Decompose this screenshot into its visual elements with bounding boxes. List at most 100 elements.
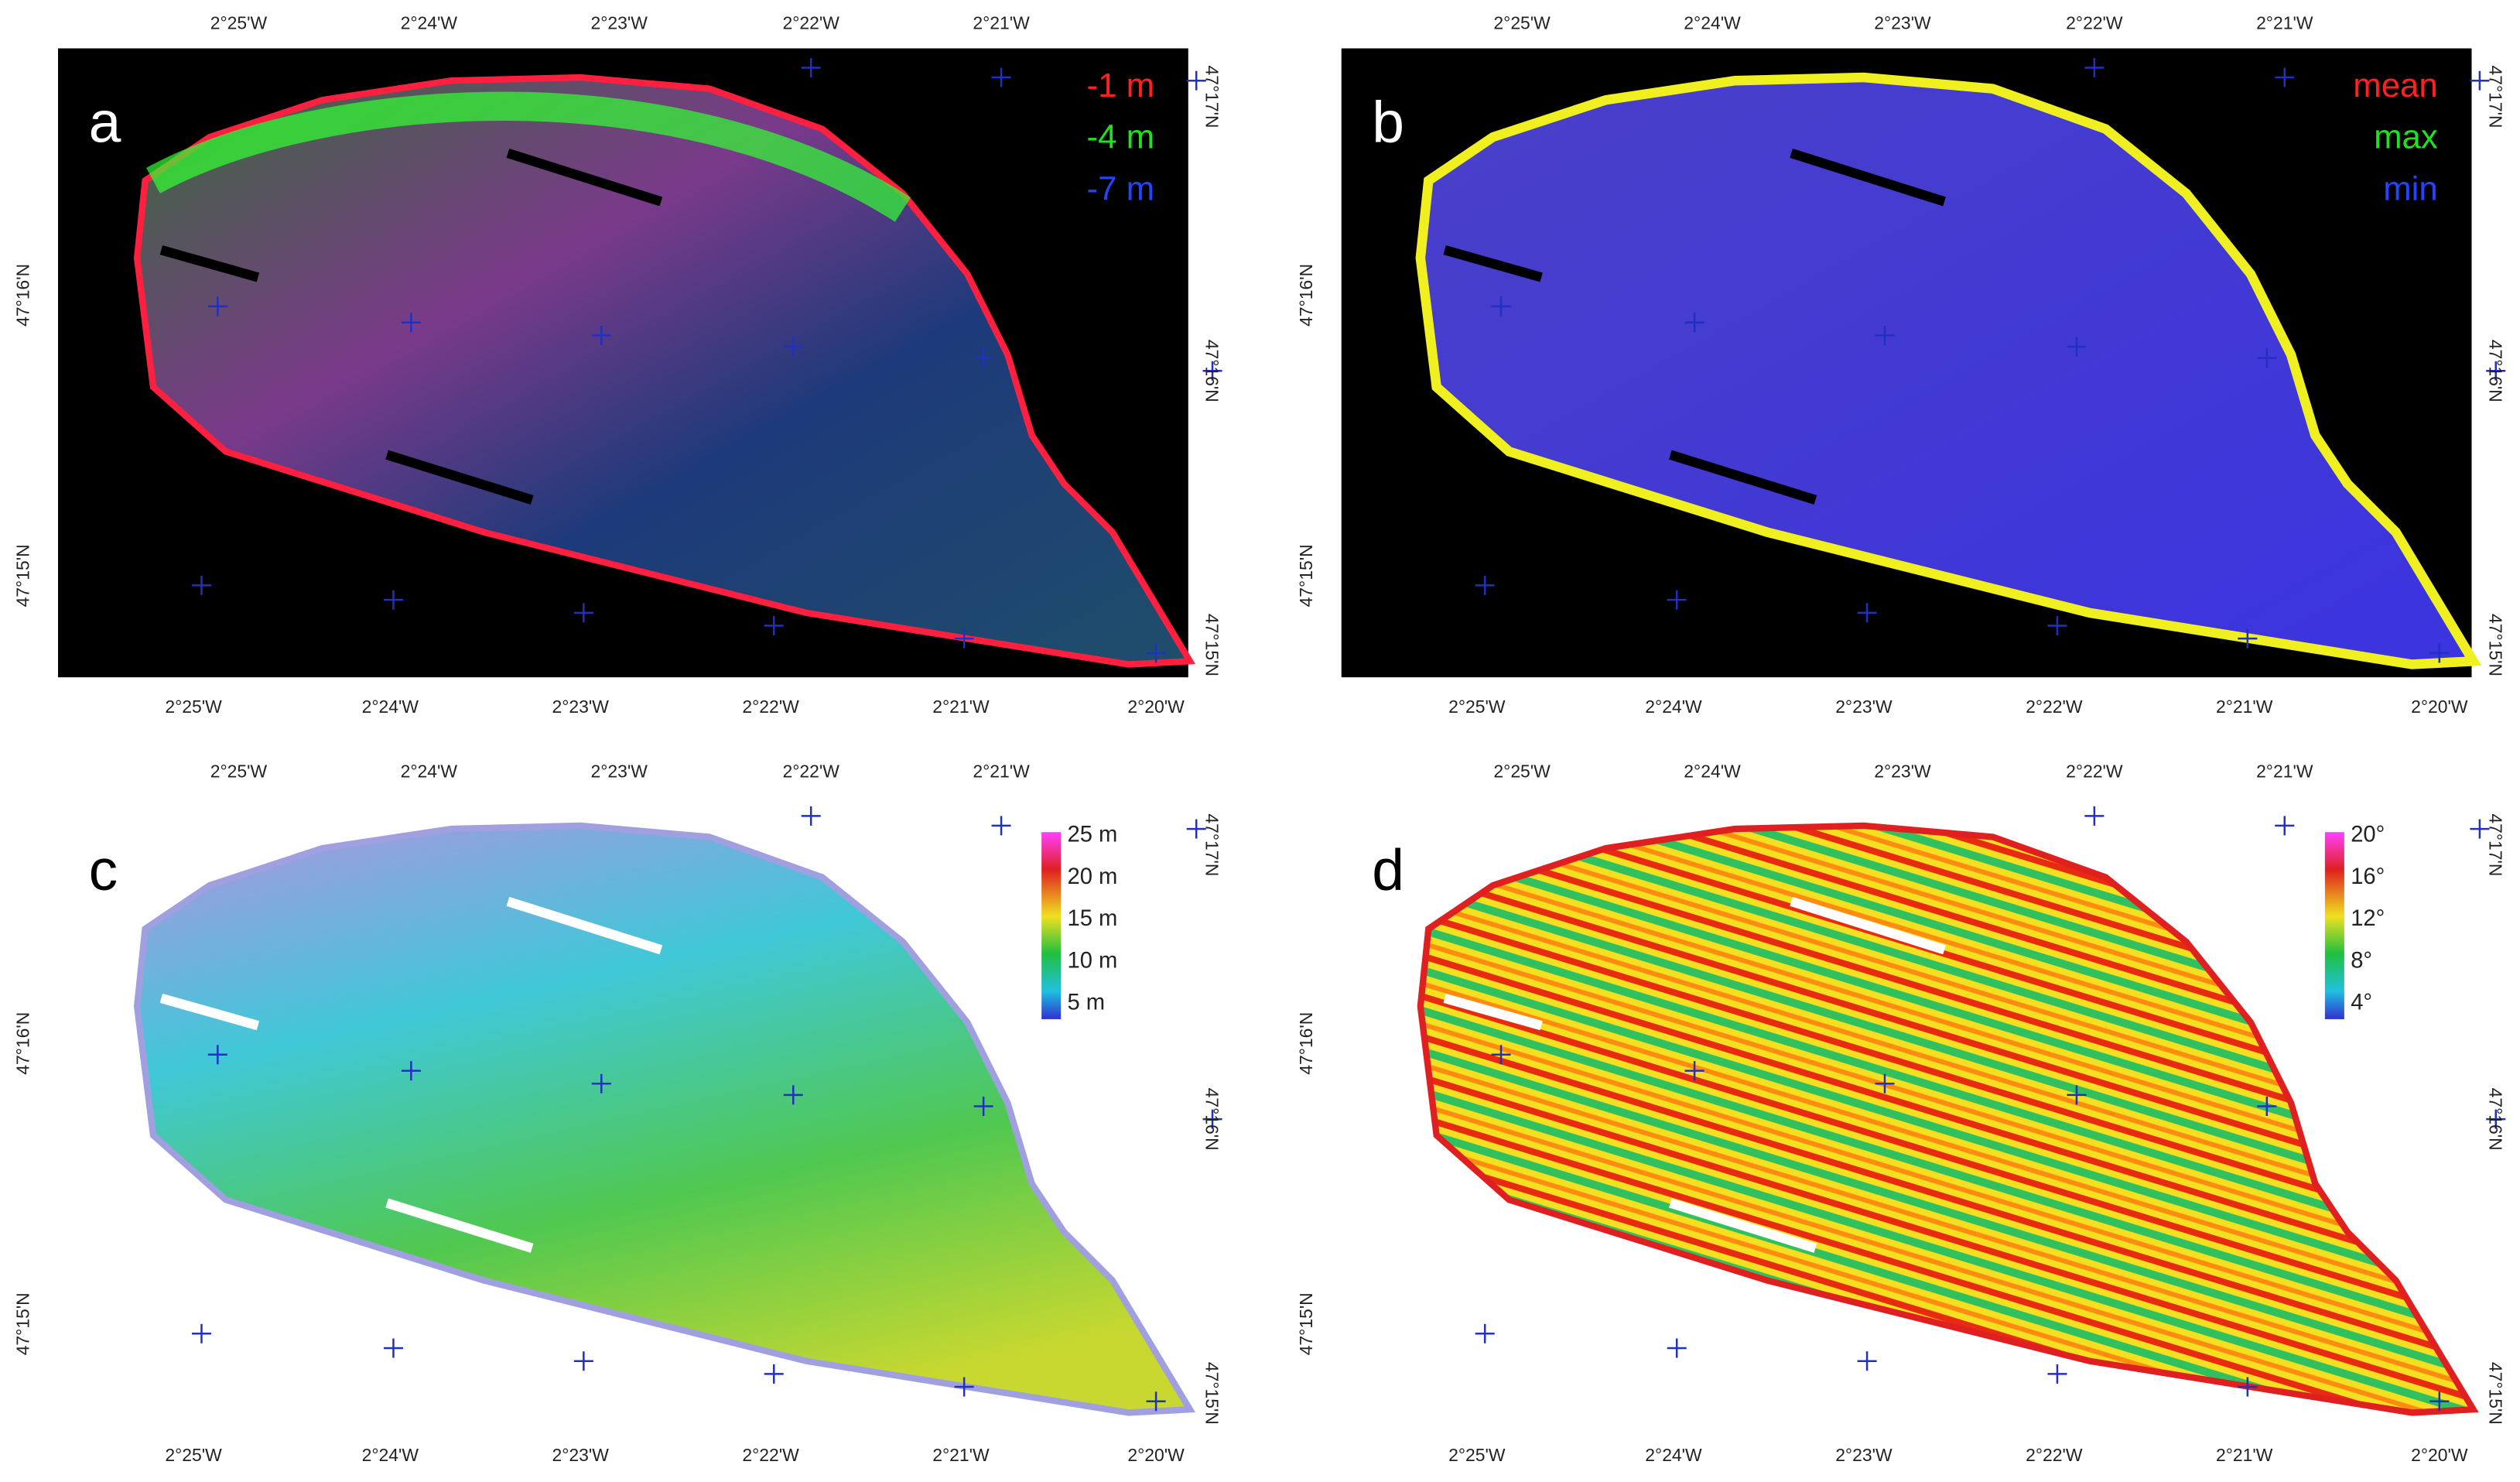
bottom-coordinate: 2°24'W [362, 697, 419, 717]
panel-letter: d [1372, 837, 1404, 902]
bottom-coordinate: 2°23'W [552, 1445, 609, 1465]
top-coordinate: 2°22'W [2066, 761, 2123, 781]
top-coordinate: 2°24'W [1684, 13, 1741, 33]
data-gap [1668, 450, 1817, 505]
bottom-coordinate: 2°25'W [1448, 697, 1506, 717]
panel-letter: c [89, 837, 118, 902]
data-gap [159, 245, 260, 282]
data-gap [385, 1198, 534, 1253]
left-coordinate: 47°16'N [13, 264, 33, 327]
bottom-coordinate: 2°24'W [1645, 697, 1702, 717]
data-gap [506, 896, 663, 955]
legend-entry: max [2374, 118, 2438, 156]
top-coordinate: 2°23'W [1874, 761, 1931, 781]
top-coordinate: 2°21'W [973, 761, 1030, 781]
bottom-coordinate: 2°24'W [1645, 1445, 1702, 1465]
bottom-coordinate: 2°20'W [1127, 1445, 1185, 1465]
right-coordinate: 47°15'N [2485, 1362, 2505, 1425]
bottom-coordinate: 2°23'W [552, 697, 609, 717]
top-coordinate: 2°21'W [2256, 13, 2313, 33]
right-coordinate: 47°15'N [1202, 614, 1222, 676]
right-coordinate: 47°17'N [2485, 813, 2505, 876]
data-gap [1668, 1198, 1817, 1253]
bottom-coordinate: 2°25'W [165, 697, 222, 717]
top-coordinate: 2°25'W [1493, 13, 1551, 33]
data-gap [506, 148, 663, 207]
left-coordinate: 47°16'N [13, 1012, 33, 1075]
map-panel: d 2°25'W 2°24'W 2°23'W 2°22'W 2°21'W 2°25'W 2°2… [1296, 761, 2505, 1465]
right-coordinate: 47°16'N [1202, 1088, 1222, 1151]
colorbar-label: 8° [2351, 948, 2372, 973]
bottom-coordinate: 2°21'W [2216, 1445, 2273, 1465]
right-coordinate: 47°17'N [2485, 66, 2505, 128]
top-coordinate: 2°22'W [782, 761, 839, 781]
top-coordinate: 2°21'W [973, 13, 1030, 33]
left-coordinate: 47°15'N [13, 544, 33, 607]
bottom-coordinate: 2°24'W [362, 1445, 419, 1465]
top-coordinate: 2°23'W [1874, 13, 1931, 33]
right-coordinate: 47°16'N [2485, 340, 2505, 402]
top-coordinate: 2°25'W [210, 761, 268, 781]
legend-entry: -7 m [1087, 169, 1155, 207]
top-coordinate: 2°25'W [210, 13, 268, 33]
right-coordinate: 47°17'N [1202, 813, 1222, 876]
survey-area [1415, 72, 2482, 669]
map-panel: c 2°25'W 2°24'W 2°23'W 2°22'W 2°21'W 2°25'W 2°2… [13, 761, 1222, 1465]
left-coordinate: 47°15'N [1296, 1292, 1316, 1355]
data-gap [1443, 993, 1543, 1031]
panel-letter: a [89, 89, 121, 154]
colorbar-label: 20° [2351, 823, 2385, 847]
bottom-coordinate: 2°22'W [2026, 697, 2083, 717]
right-coordinate: 47°16'N [1202, 340, 1222, 402]
colorbar-label: 25 m [1067, 823, 1117, 847]
bottom-coordinate: 2°22'W [742, 697, 799, 717]
top-coordinate: 2°24'W [1684, 761, 1741, 781]
colorbar-label: 15 m [1067, 906, 1117, 931]
map-panel: a 2°25'W 2°24'W 2°23'W 2°22'W 2°21'W 2°25'W 2°2… [13, 13, 1222, 717]
top-coordinate: 2°23'W [590, 13, 648, 33]
left-coordinate: 47°16'N [1296, 264, 1316, 327]
colorbar-label: 4° [2351, 990, 2372, 1015]
right-coordinate: 47°16'N [2485, 1088, 2505, 1151]
colorbar [1041, 832, 1062, 1019]
colorbar [2324, 832, 2344, 1019]
legend-entry: mean [2353, 67, 2437, 104]
left-coordinate: 47°15'N [13, 1292, 33, 1355]
bottom-coordinate: 2°23'W [1835, 697, 1893, 717]
bottom-coordinate: 2°20'W [2411, 697, 2468, 717]
data-gap [1790, 148, 1946, 207]
map-panel: b 2°25'W 2°24'W 2°23'W 2°22'W 2°21'W 2°25'W 2°2… [1296, 13, 2505, 717]
colorbar-label: 20 m [1067, 864, 1117, 889]
legend-entry: -1 m [1087, 67, 1155, 104]
bottom-coordinate: 2°20'W [2411, 1445, 2468, 1465]
bottom-coordinate: 2°25'W [1448, 1445, 1506, 1465]
colorbar-label: 12° [2351, 906, 2385, 931]
data-gap [159, 993, 260, 1031]
bottom-coordinate: 2°25'W [165, 1445, 222, 1465]
top-coordinate: 2°24'W [401, 13, 458, 33]
data-gap [1790, 896, 1946, 955]
data-gap [385, 450, 534, 505]
bottom-coordinate: 2°22'W [2026, 1445, 2083, 1465]
data-gap [1443, 245, 1543, 282]
legend-entry: min [2383, 169, 2438, 207]
colorbar-label: 16° [2351, 864, 2385, 889]
left-coordinate: 47°16'N [1296, 1012, 1316, 1075]
right-coordinate: 47°15'N [1202, 1362, 1222, 1425]
left-coordinate: 47°15'N [1296, 544, 1316, 607]
top-coordinate: 2°21'W [2256, 761, 2313, 781]
legend-entry: -4 m [1087, 118, 1155, 156]
colorbar-label: 5 m [1067, 990, 1105, 1015]
survey-area [133, 822, 1195, 1416]
panel-letter: b [1372, 89, 1404, 154]
bottom-coordinate: 2°21'W [932, 697, 990, 717]
survey-area [133, 74, 1195, 668]
right-coordinate: 47°17'N [1202, 66, 1222, 128]
top-coordinate: 2°25'W [1493, 761, 1551, 781]
bottom-coordinate: 2°23'W [1835, 1445, 1893, 1465]
shallow-band [146, 91, 911, 222]
top-coordinate: 2°24'W [401, 761, 458, 781]
bottom-coordinate: 2°20'W [1127, 697, 1185, 717]
